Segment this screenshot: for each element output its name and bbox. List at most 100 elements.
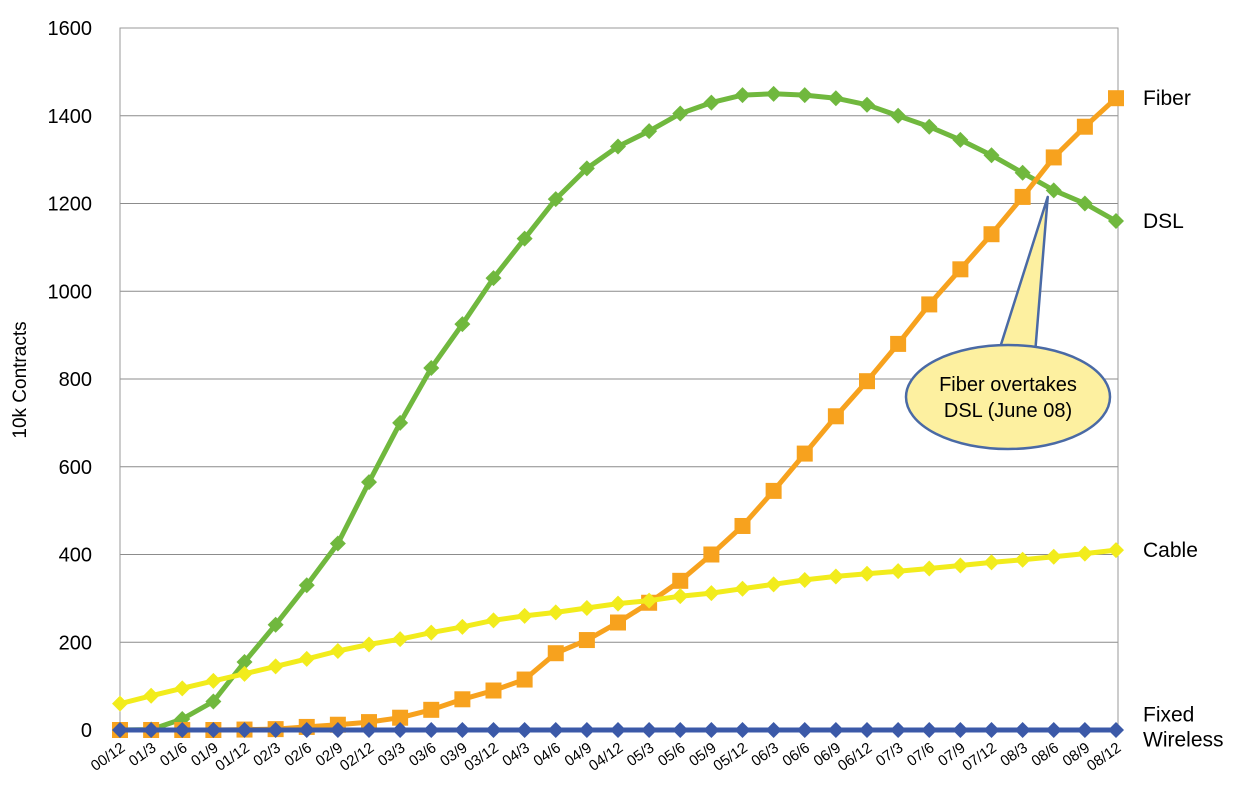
x-tick-label: 05/6 — [655, 739, 689, 770]
data-point — [392, 631, 409, 648]
data-point — [827, 408, 844, 425]
data-point — [859, 96, 875, 113]
data-point — [298, 650, 315, 667]
y-tick-label: 800 — [59, 369, 92, 391]
callout-text-line: Fiber overtakes — [939, 374, 1077, 396]
x-tick-label: 01/3 — [126, 739, 160, 770]
series-label: Fixed Wireless — [1143, 704, 1224, 752]
data-point — [1108, 722, 1124, 738]
data-point — [703, 94, 720, 111]
data-point — [859, 722, 875, 738]
data-point — [485, 682, 502, 699]
data-point — [827, 90, 844, 107]
grid-lines — [120, 27, 1118, 643]
x-tick-label: 00/12 — [88, 739, 129, 774]
data-point — [641, 722, 658, 738]
x-tick-label: 05/12 — [710, 739, 751, 774]
data-point — [610, 722, 626, 738]
data-point — [547, 645, 564, 662]
data-point — [454, 722, 471, 738]
data-point — [672, 588, 689, 605]
series-labels: Fiber DSL Cable Fixed Wireless — [1143, 87, 1224, 751]
data-point — [267, 658, 284, 675]
x-tick-label: 08/12 — [1084, 739, 1125, 774]
data-point — [174, 680, 191, 697]
y-tick-label: 1400 — [48, 106, 93, 128]
data-point — [890, 722, 907, 738]
data-point — [890, 563, 907, 580]
x-tick-label: 07/3 — [873, 739, 907, 770]
data-point — [983, 722, 1000, 738]
data-point — [921, 296, 938, 313]
data-point — [454, 618, 471, 635]
callout-text-line: DSL (June 08) — [944, 400, 1072, 422]
data-point — [1014, 722, 1031, 738]
x-tick-label: 07/6 — [904, 739, 938, 770]
y-tick-label: 1000 — [48, 281, 93, 303]
data-point — [610, 138, 626, 155]
data-point — [392, 722, 409, 738]
data-point — [298, 722, 315, 738]
data-point — [1014, 164, 1031, 181]
data-point — [983, 554, 1000, 571]
data-point — [205, 693, 222, 710]
y-tick-label: 0 — [81, 720, 92, 742]
data-point — [361, 722, 377, 738]
data-point — [734, 580, 751, 597]
x-axis-ticks: 00/1201/301/601/901/1202/302/602/902/120… — [88, 739, 1125, 774]
data-point — [174, 722, 191, 738]
y-tick-label: 1600 — [48, 18, 93, 40]
data-point — [516, 607, 533, 624]
data-point — [672, 105, 689, 122]
data-point — [236, 665, 253, 682]
data-point — [361, 474, 377, 491]
data-point — [547, 604, 564, 621]
x-tick-label: 06/6 — [779, 739, 813, 770]
x-tick-label: 07/12 — [959, 739, 1000, 774]
data-point — [859, 565, 875, 582]
data-point — [454, 316, 471, 333]
x-tick-label: 08/3 — [997, 739, 1031, 770]
data-point — [921, 722, 938, 738]
y-tick-label: 400 — [59, 545, 92, 567]
data-point — [423, 624, 440, 641]
data-point — [672, 572, 689, 589]
series-label-line: Fixed — [1143, 704, 1194, 727]
series-label: DSL — [1143, 210, 1184, 233]
data-point — [1076, 545, 1093, 562]
x-tick-label: 02/6 — [281, 739, 315, 770]
series-group — [112, 85, 1124, 738]
data-point — [796, 87, 813, 104]
data-point — [578, 600, 595, 617]
data-point — [236, 722, 253, 738]
data-point — [983, 147, 1000, 164]
data-point — [765, 576, 782, 593]
x-tick-label: 02/12 — [337, 739, 378, 774]
data-point — [267, 616, 284, 633]
data-point — [205, 722, 222, 738]
data-point — [329, 535, 346, 552]
data-point — [1045, 722, 1062, 738]
data-point — [516, 230, 533, 247]
data-point — [485, 612, 502, 629]
data-point — [827, 722, 844, 738]
x-tick-label: 01/6 — [157, 739, 191, 770]
data-point — [859, 373, 875, 390]
data-point — [392, 709, 409, 726]
x-tick-label: 08/6 — [1028, 739, 1062, 770]
y-tick-label: 1200 — [48, 194, 93, 216]
data-point — [329, 643, 346, 660]
annotation-callout: Fiber overtakes DSL (June 08) — [904, 195, 1112, 451]
data-point — [765, 85, 782, 102]
data-point — [454, 691, 471, 708]
data-point — [703, 722, 720, 738]
data-point — [143, 722, 160, 738]
y-axis-ticks: 0 200 400 600 800 1000 1200 1400 1600 — [48, 18, 93, 742]
data-point — [578, 160, 595, 177]
data-point — [1045, 149, 1062, 166]
data-point — [952, 131, 969, 148]
series-label-line: Wireless — [1143, 729, 1224, 752]
data-point — [796, 445, 813, 462]
data-point — [1014, 188, 1031, 205]
x-tick-label: 03/3 — [375, 739, 409, 770]
